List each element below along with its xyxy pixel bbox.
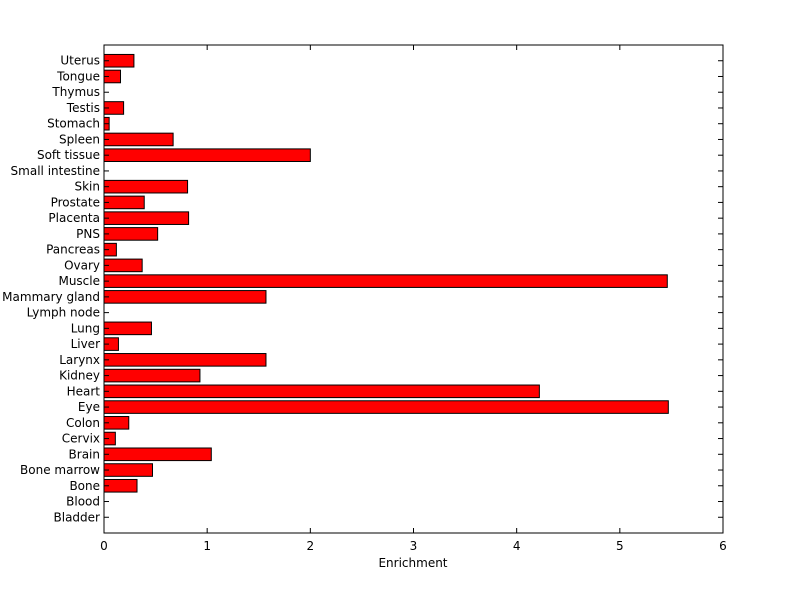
- plot-frame: [103, 44, 724, 534]
- x-tick-label: 4: [513, 539, 521, 553]
- y-tick-label: Larynx: [59, 353, 100, 367]
- y-tick-label: Soft tissue: [37, 148, 100, 162]
- y-tick-label: Pancreas: [46, 243, 100, 257]
- x-tick-label: 1: [203, 539, 211, 553]
- y-tick-label: Kidney: [59, 369, 100, 383]
- bars: [103, 53, 669, 493]
- y-tick-label: Bladder: [54, 510, 101, 524]
- y-tick-label: Stomach: [47, 117, 100, 131]
- bar-skin: [103, 179, 189, 194]
- y-tick-label: PNS: [76, 227, 100, 241]
- y-tick-label: Small intestine: [11, 164, 100, 178]
- x-tick-label: 3: [410, 539, 418, 553]
- bar-heart: [103, 384, 540, 399]
- bar-bone-marrow: [103, 463, 153, 477]
- bar-soft-tissue: [103, 148, 311, 162]
- y-tick-label: Muscle: [58, 274, 100, 288]
- bar-lung: [103, 321, 152, 336]
- y-tick-label: Eye: [78, 400, 100, 414]
- y-tick-label: Colon: [66, 416, 100, 430]
- bar-larynx: [103, 353, 267, 367]
- bar-mammary-gland: [103, 290, 267, 304]
- bar-muscle: [103, 274, 668, 288]
- x-tick-label: 6: [719, 539, 727, 553]
- bar-prostate: [103, 195, 145, 210]
- y-tick-label: Placenta: [48, 211, 100, 225]
- y-tick-label: Spleen: [59, 132, 100, 146]
- y-tick-label: Uterus: [60, 54, 100, 68]
- y-tick-label: Brain: [69, 447, 100, 461]
- y-tick-label: Prostate: [51, 195, 100, 209]
- y-tick-label: Blood: [66, 495, 100, 509]
- bar-placenta: [103, 211, 190, 225]
- y-tick-label: Liver: [71, 337, 101, 351]
- y-tick-label: Testis: [66, 101, 100, 115]
- x-tick-label: 2: [307, 539, 315, 553]
- x-tick-label: 0: [100, 539, 108, 553]
- bar-spleen: [103, 132, 174, 147]
- y-tick-label: Bone: [69, 479, 100, 493]
- y-tick-label: Bone marrow: [20, 463, 100, 477]
- x-axis-label: Enrichment: [378, 556, 447, 570]
- y-tick-label: Lymph node: [27, 306, 100, 320]
- bar-kidney: [103, 368, 201, 383]
- bar-ovary: [103, 258, 143, 273]
- bar-brain: [103, 447, 212, 462]
- y-tick-label: Heart: [67, 384, 101, 398]
- y-tick-label: Lung: [71, 321, 100, 335]
- y-tick-label: Tongue: [56, 69, 100, 83]
- y-tick-label: Skin: [74, 180, 100, 194]
- y-tick-label: Mammary gland: [2, 290, 100, 304]
- bar-pns: [103, 227, 159, 241]
- y-tick-label: Thymus: [51, 85, 100, 99]
- x-tick-label: 5: [616, 539, 624, 553]
- y-tick-label: Cervix: [62, 432, 100, 446]
- y-tick-label: Ovary: [64, 258, 100, 272]
- bar-eye: [103, 400, 669, 414]
